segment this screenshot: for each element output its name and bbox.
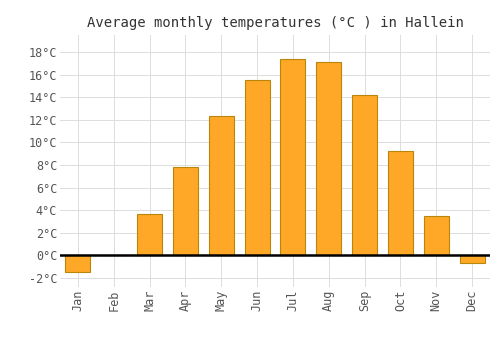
Title: Average monthly temperatures (°C ) in Hallein: Average monthly temperatures (°C ) in Ha… (86, 16, 464, 30)
Bar (424, 216, 449, 256)
Bar (460, 256, 484, 263)
Bar (173, 167, 198, 256)
Bar (137, 214, 162, 256)
Bar (208, 116, 234, 256)
Bar (352, 95, 377, 256)
Bar (316, 62, 342, 255)
Bar (244, 80, 270, 256)
Bar (66, 256, 90, 272)
Bar (388, 152, 413, 256)
Bar (280, 59, 305, 256)
